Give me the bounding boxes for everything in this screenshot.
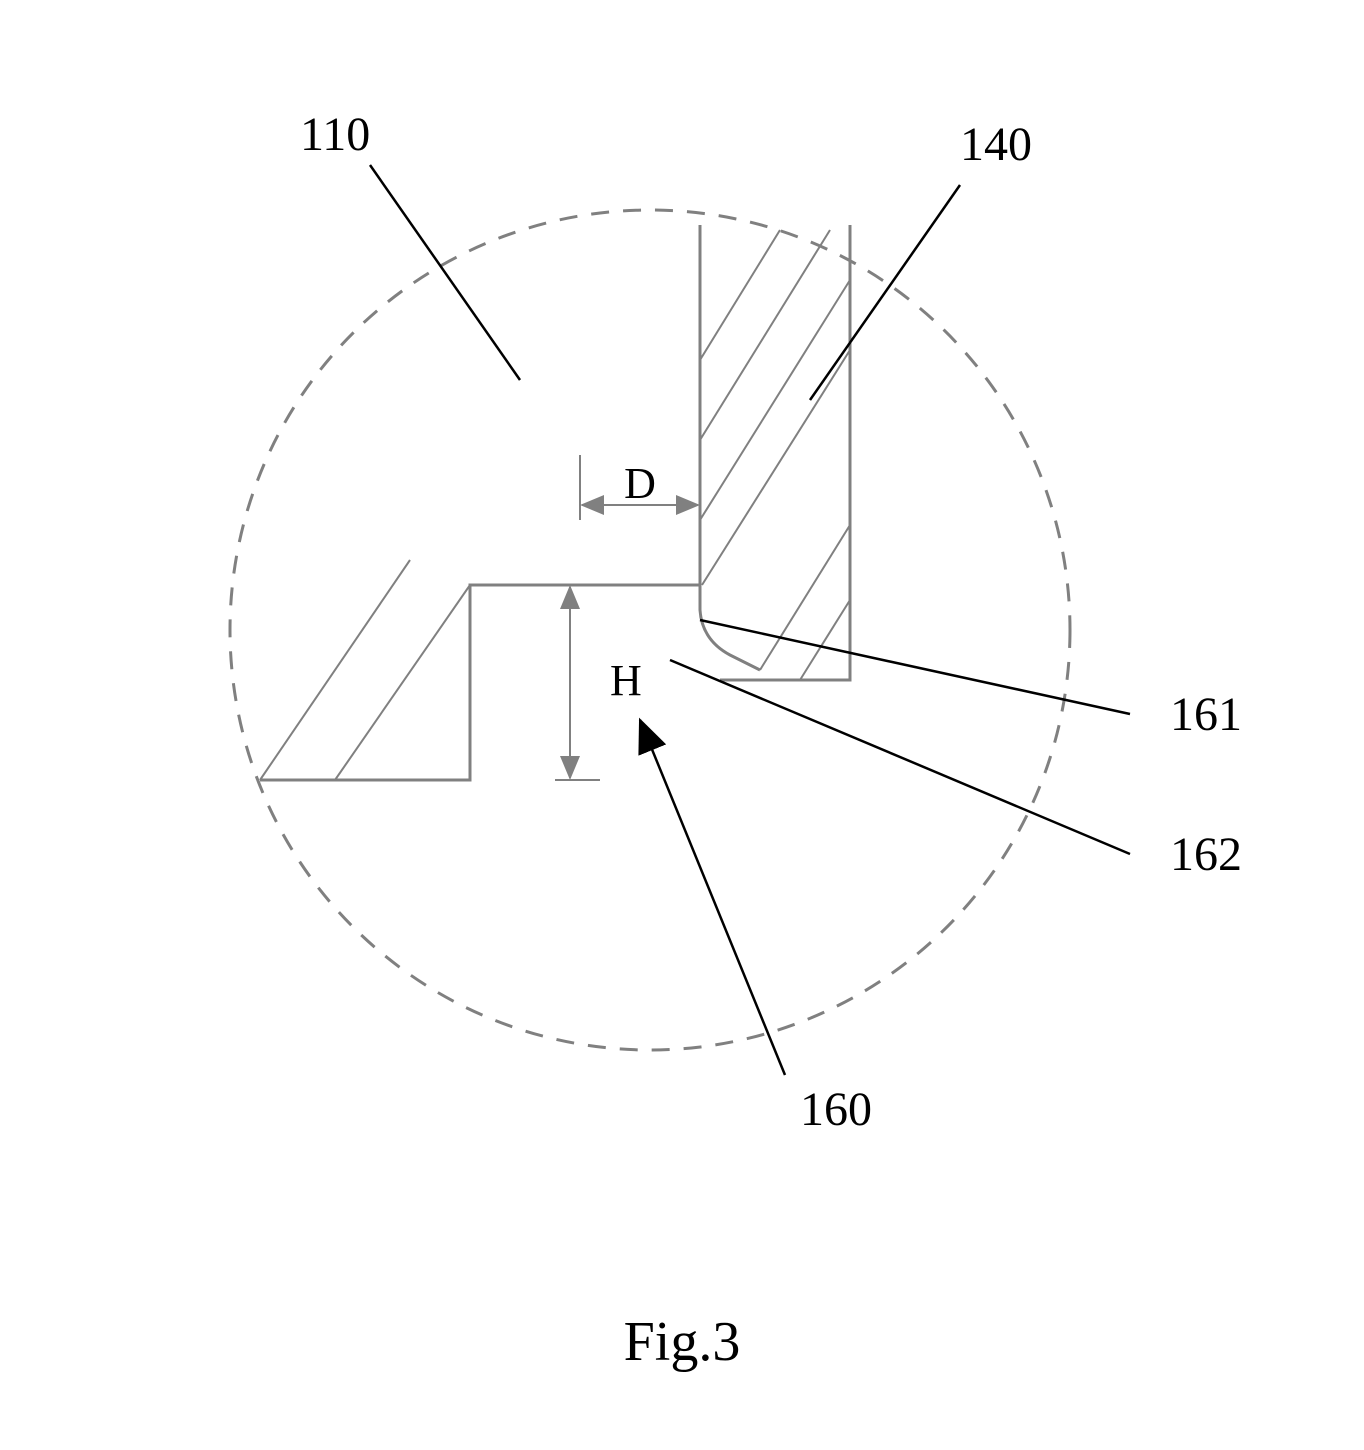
ref-label-160: 160 bbox=[800, 1083, 872, 1136]
hatch-line bbox=[700, 280, 850, 520]
detail-circle bbox=[230, 210, 1070, 1050]
dim-h-label: H bbox=[610, 656, 642, 705]
hatch-line bbox=[700, 230, 780, 360]
ref-label-140: 140 bbox=[960, 118, 1032, 171]
ref-label-162: 162 bbox=[1170, 828, 1242, 881]
hatch-line bbox=[702, 350, 850, 585]
hatch-line bbox=[335, 585, 470, 780]
hatch-line bbox=[760, 525, 850, 670]
leader-line bbox=[640, 720, 785, 1075]
leader-line bbox=[810, 185, 960, 400]
figure-caption: Fig.3 bbox=[624, 1311, 741, 1373]
figure-svg: D H 110 140 161 162 160 Fig.3 bbox=[0, 0, 1364, 1450]
hatch-line bbox=[700, 230, 830, 440]
ref-label-110: 110 bbox=[300, 108, 370, 161]
ref-label-161: 161 bbox=[1170, 688, 1242, 741]
dim-d-label: D bbox=[624, 459, 656, 508]
leader-line bbox=[670, 660, 1130, 854]
leader-line bbox=[370, 165, 520, 380]
hatch-line bbox=[260, 560, 410, 780]
hatch-line bbox=[800, 600, 850, 680]
